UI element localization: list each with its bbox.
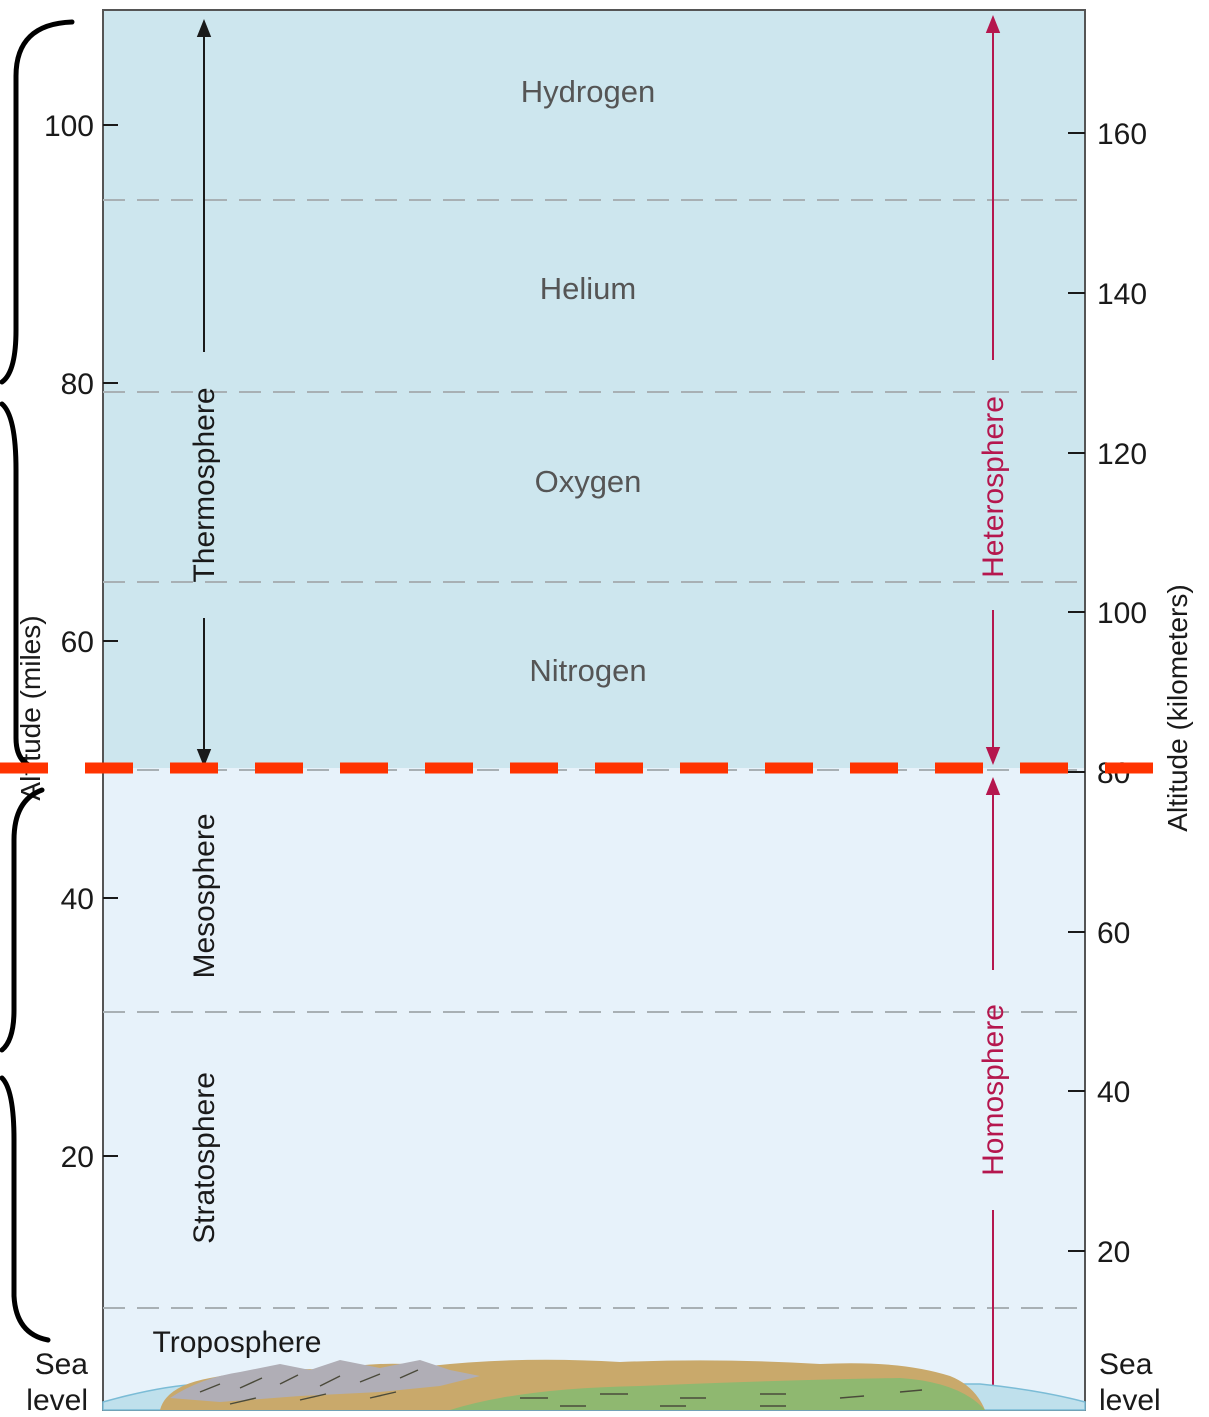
left-tick-label-80: 80 <box>61 368 94 401</box>
bracket-bottom <box>0 1075 51 1343</box>
homosphere-region <box>103 768 1085 1410</box>
left-tick-label-20: 20 <box>61 1141 94 1174</box>
gas-label-hydrogen: Hydrogen <box>521 74 655 109</box>
left-tick-label-60: 60 <box>61 626 94 659</box>
layer-label-stratosphere: Stratosphere <box>188 1072 221 1244</box>
layer-label-thermosphere: Thermosphere <box>188 387 221 582</box>
green-plain <box>450 1378 985 1410</box>
mountain-range <box>170 1360 480 1402</box>
bracket-upper <box>0 19 75 385</box>
left-sea-label-line2: level <box>26 1384 88 1417</box>
gas-label-helium: Helium <box>540 271 636 306</box>
right-sea-label-line1: Sea <box>1099 1348 1153 1381</box>
right-tick-label-160: 160 <box>1097 118 1147 151</box>
left-sea-label-line1: Sea <box>35 1348 89 1381</box>
terrain-hatching <box>199 1369 923 1407</box>
right-tick-label-20: 20 <box>1097 1236 1130 1269</box>
sphere-label-homosphere: Homosphere <box>977 1004 1010 1176</box>
right-tick-label-140: 140 <box>1097 278 1147 311</box>
right-sea-label-line2: level <box>1099 1384 1161 1417</box>
layer-label-mesosphere: Mesosphere <box>188 813 221 978</box>
earth-surface <box>102 1359 1086 1411</box>
left-tick-label-100: 100 <box>44 110 94 143</box>
heterosphere-region <box>103 10 1085 768</box>
left-tick-label-40: 40 <box>61 883 94 916</box>
boundary-lines <box>103 199 1085 1309</box>
bracket-lower-upper <box>0 787 45 1053</box>
right-tick-label-100: 100 <box>1097 597 1147 630</box>
right-axis-title: Altitude (kilometers) <box>1162 584 1193 831</box>
sphere-label-heterosphere: Heterosphere <box>977 396 1010 578</box>
gas-label-oxygen: Oxygen <box>535 464 642 499</box>
left-brackets <box>0 19 75 1343</box>
right-tick-label-60: 60 <box>1097 917 1130 950</box>
right-tick-label-40: 40 <box>1097 1076 1130 1109</box>
layer-label-troposphere: Troposphere <box>153 1326 322 1359</box>
gas-label-nitrogen: Nitrogen <box>529 653 646 688</box>
right-tick-label-120: 120 <box>1097 438 1147 471</box>
right-axis: 160 140 120 100 80 60 40 20 Altitude (ki… <box>1068 118 1193 1417</box>
